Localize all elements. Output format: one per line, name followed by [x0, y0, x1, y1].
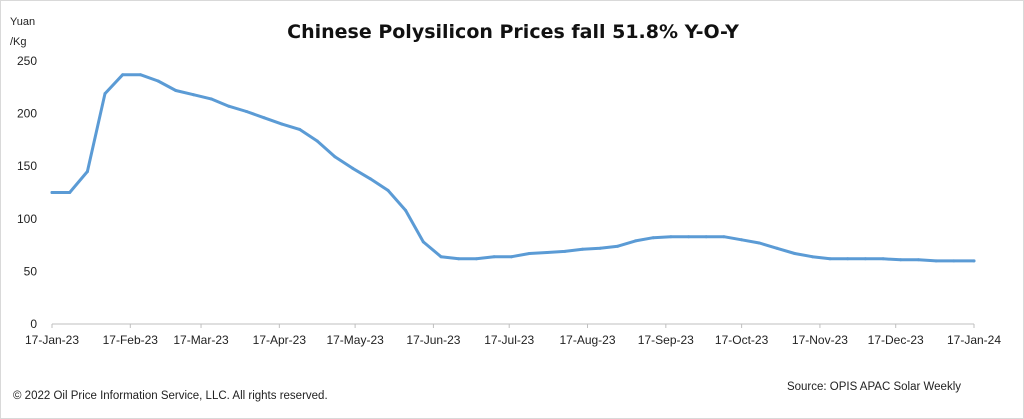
data-point	[280, 122, 284, 126]
x-tick-label: 17-Mar-23	[173, 333, 229, 347]
x-tick-label: 17-Jan-23	[25, 333, 79, 347]
x-tick-label: 17-May-23	[326, 333, 384, 347]
data-point	[510, 255, 514, 259]
data-point	[527, 252, 531, 255]
data-point	[85, 170, 89, 173]
data-point	[315, 139, 319, 143]
data-point	[687, 235, 691, 239]
data-point	[581, 247, 584, 251]
data-point	[722, 235, 726, 239]
x-tick-label: 17-Dec-23	[868, 333, 924, 347]
data-point	[68, 191, 72, 194]
data-point	[899, 258, 903, 262]
data-point	[121, 73, 125, 77]
y-tick-label: 100	[17, 212, 37, 226]
data-point	[245, 110, 248, 113]
data-point	[810, 255, 814, 259]
x-tick-label: 17-Aug-23	[559, 333, 615, 347]
data-point	[492, 255, 496, 259]
data-point	[209, 97, 213, 101]
x-tick-label: 17-Sep-23	[638, 333, 694, 347]
x-tick-labels: 17-Jan-23 17-Feb-23 17-Mar-23 17-Apr-23 17-M…	[25, 324, 1001, 347]
data-point	[298, 127, 302, 131]
x-tick-label: 17-Oct-23	[715, 333, 769, 347]
data-point	[227, 104, 231, 108]
data-point	[704, 235, 708, 239]
data-point	[386, 188, 390, 192]
data-point	[174, 89, 178, 92]
chart-title: Chinese Polysilicon Prices fall 51.8% Y-…	[287, 21, 739, 43]
y-tick-label: 150	[17, 159, 37, 173]
x-tick-label: 17-Nov-23	[792, 333, 848, 347]
y-tick-labels: 0 50 100 150 200 250	[17, 54, 37, 331]
y-tick-label: 0	[30, 317, 37, 331]
x-tick-label: 17-Apr-23	[253, 333, 307, 347]
y-tick-label: 200	[17, 107, 37, 121]
data-point	[421, 240, 425, 244]
y-tick-label: 250	[17, 54, 37, 68]
data-point	[669, 235, 673, 239]
data-point	[474, 257, 478, 261]
data-point	[934, 259, 938, 263]
data-point	[651, 236, 655, 240]
data-point	[50, 191, 54, 194]
data-point	[404, 208, 408, 212]
data-point	[351, 166, 355, 170]
x-tick-label: 17-Feb-23	[103, 333, 159, 347]
data-point	[545, 251, 549, 254]
data-point	[828, 257, 832, 261]
y-axis-label-line-2: /Kg	[10, 36, 27, 48]
y-axis-label-line-1: Yuan	[10, 16, 35, 28]
y-tick-label: 50	[24, 264, 38, 278]
source-text: Source: OPIS APAC Solar Weekly	[786, 381, 961, 393]
copyright-text: © 2022 Oil Price Information Service, LL…	[13, 390, 328, 402]
data-point	[863, 257, 867, 261]
data-point	[368, 177, 372, 181]
data-point	[138, 73, 142, 77]
data-point	[439, 255, 443, 259]
x-tick-label: 17-Jan-24	[947, 333, 1001, 347]
data-point	[634, 239, 637, 243]
data-point	[757, 241, 761, 245]
data-point	[616, 244, 620, 248]
data-point	[333, 155, 337, 159]
data-point	[952, 259, 956, 263]
data-point	[262, 116, 266, 120]
data-point	[916, 258, 920, 262]
data-point	[156, 79, 160, 83]
x-tick-label: 17-Jul-23	[484, 333, 534, 347]
price-series-line	[50, 73, 976, 263]
data-point	[740, 238, 744, 242]
data-point	[793, 252, 797, 255]
data-point	[563, 249, 567, 253]
line-chart: Chinese Polysilicon Prices fall 51.8% Y-…	[10, 16, 1001, 347]
data-point	[103, 92, 107, 96]
data-point	[775, 246, 779, 250]
data-point	[972, 259, 976, 263]
data-point	[457, 257, 461, 261]
data-point	[881, 257, 885, 261]
series-group	[50, 73, 976, 263]
data-point	[598, 246, 602, 250]
data-point	[846, 257, 850, 261]
data-point	[192, 93, 195, 97]
x-tick-label: 17-Jun-23	[406, 333, 460, 347]
